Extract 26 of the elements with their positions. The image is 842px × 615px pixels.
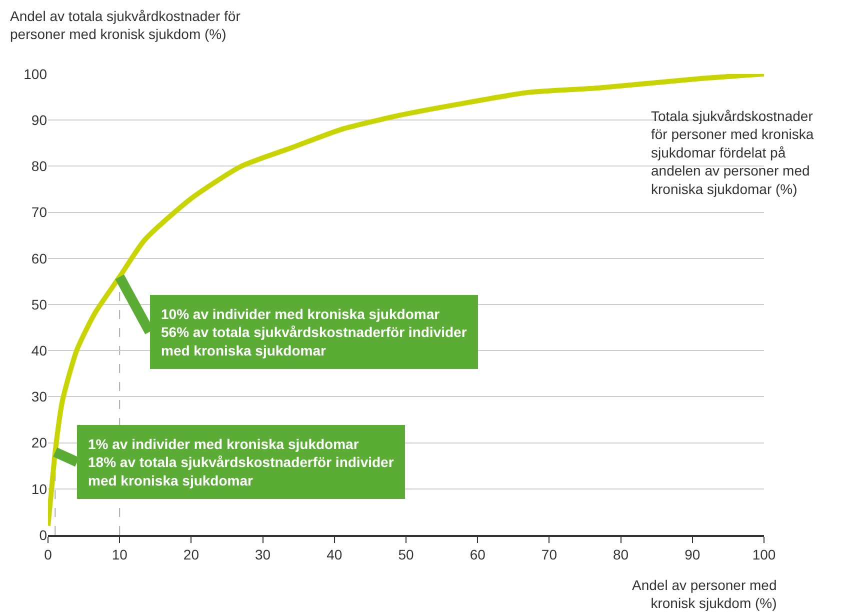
y-tick-label: 40 [31, 342, 48, 358]
y-axis-title: Andel av totala sjukvårdkostnader för personer med kronisk sjukdom (%) [10, 8, 241, 42]
y-tick-label: 80 [31, 158, 48, 174]
x-tick-label: 20 [183, 546, 200, 563]
y-tick-label: 50 [31, 296, 48, 312]
y-tick-label: 10 [31, 480, 48, 497]
annotation: Totala sjukvårdskostnader för personer med kroniska sjukdomar fördelat på andelen av personer med kroniska sjukdomar (%) [651, 108, 814, 197]
y-tick-label: 30 [31, 388, 48, 405]
y-tick-label: 100 [24, 66, 48, 82]
x-tick-label: 10 [112, 546, 128, 563]
x-tick-label: 30 [255, 546, 271, 563]
y-tick-label: 0 [39, 526, 48, 543]
x-tick-label: 100 [752, 546, 776, 563]
y-tick-label: 90 [31, 112, 48, 128]
x-tick-label: 90 [684, 546, 700, 563]
x-tick-label: 50 [398, 546, 414, 563]
x-tick-label: 60 [470, 546, 486, 563]
y-tick-label: 60 [31, 250, 48, 266]
y-tick-label: 70 [31, 204, 48, 220]
annotation: 1% av individer med kroniska sjukdomar 18% av totala sjukvårdskostnaderför individer med kroniska sjukdomar [88, 436, 394, 488]
annotation: 10% av individer med kroniska sjukdomar 56% av totala sjukvårdskostnaderför individer med kroniska sjukdomar [161, 306, 468, 358]
x-axis-title: Andel av personer med kronisk sjukdom (%) [632, 577, 777, 612]
x-tick-label: 80 [613, 546, 629, 563]
x-tick-label: 40 [326, 546, 342, 563]
x-tick-label: 70 [541, 546, 558, 563]
y-tick-label: 20 [31, 434, 48, 451]
